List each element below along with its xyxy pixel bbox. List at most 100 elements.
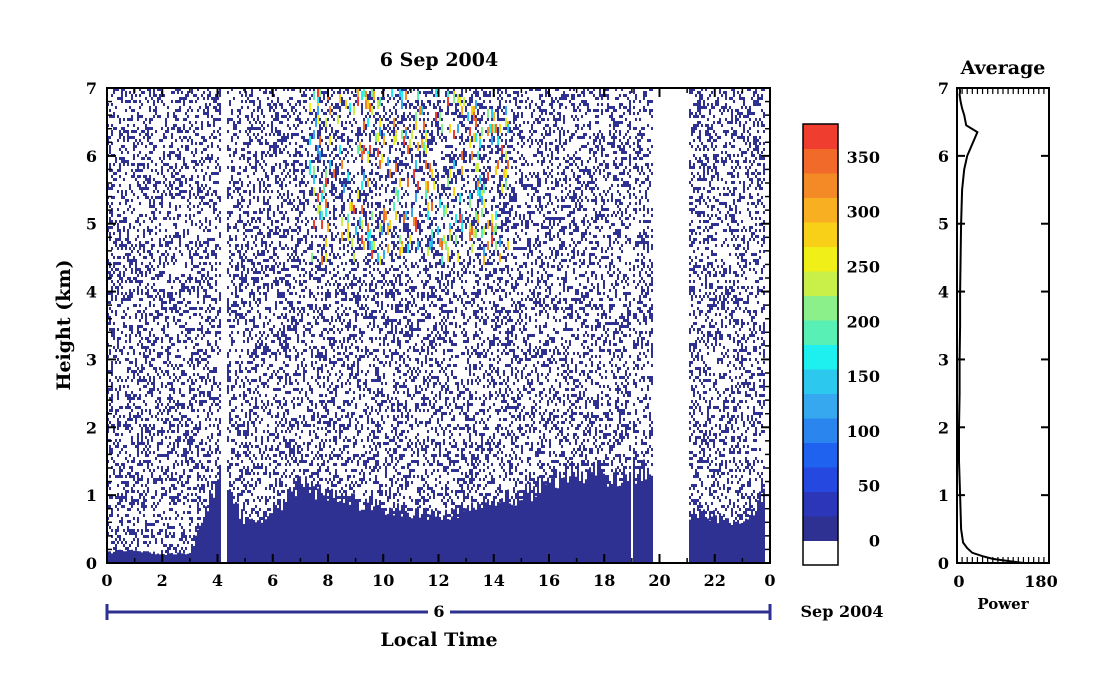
heatmap-high-echo-cell bbox=[399, 178, 401, 187]
profile-y-tick-label: 4 bbox=[938, 283, 949, 302]
heatmap-high-echo-cell bbox=[333, 169, 335, 178]
heatmap-high-echo-cell bbox=[365, 100, 367, 109]
heatmap-high-echo-cell bbox=[505, 169, 507, 178]
heatmap-high-echo-cell bbox=[319, 151, 321, 160]
x-tick-label: 2 bbox=[157, 571, 168, 590]
heatmap-high-echo-cell bbox=[425, 160, 427, 169]
colorbar-tick-label: 200 bbox=[847, 312, 880, 331]
heatmap-high-echo-cell bbox=[381, 154, 383, 163]
heatmap-high-echo-cell bbox=[447, 178, 449, 187]
colorbar-tick-label: 150 bbox=[847, 367, 880, 386]
heatmap-high-echo-cell bbox=[405, 91, 407, 100]
heatmap-high-echo-cell bbox=[475, 229, 477, 238]
heatmap-high-echo-cell bbox=[321, 193, 323, 202]
heatmap-high-echo-cell bbox=[357, 145, 359, 154]
heatmap-high-echo-cell bbox=[481, 190, 483, 199]
heatmap-high-echo-cell bbox=[367, 118, 369, 127]
heatmap-high-echo-cell bbox=[429, 241, 431, 250]
heatmap-high-echo-cell bbox=[393, 118, 395, 127]
heatmap-high-echo-cell bbox=[401, 100, 403, 109]
heatmap-high-echo-cell bbox=[319, 136, 321, 145]
heatmap-high-echo-cell bbox=[313, 220, 315, 229]
heatmap-high-echo-cell bbox=[491, 214, 493, 223]
heatmap-high-echo-cell bbox=[309, 103, 311, 112]
colorbar-swatch bbox=[803, 516, 838, 541]
heatmap-high-echo-cell bbox=[449, 124, 451, 133]
heatmap-high-echo-cell bbox=[399, 88, 401, 97]
heatmap-high-echo-cell bbox=[387, 157, 389, 166]
heatmap-high-echo-cell bbox=[487, 109, 489, 118]
x-tick-label: 14 bbox=[483, 571, 505, 590]
colorbar-swatch bbox=[803, 491, 838, 517]
profile-x-axis: 0 180 bbox=[953, 88, 1058, 591]
colorbar-ticks: 0 50 100 150 200 250 300 350 bbox=[847, 148, 880, 551]
heatmap-high-echo-cell bbox=[505, 181, 507, 190]
heatmap-high-echo-cell bbox=[367, 232, 369, 241]
x-tick-label: 12 bbox=[427, 571, 449, 590]
heatmap-high-echo-cell bbox=[415, 112, 417, 121]
heatmap-high-echo-cell bbox=[427, 211, 429, 220]
heatmap-high-echo-cell bbox=[459, 214, 461, 223]
heatmap-high-echo-cell bbox=[371, 88, 373, 97]
heatmap-high-echo-cell bbox=[481, 127, 483, 136]
heatmap-high-echo-cell bbox=[369, 145, 371, 154]
heatmap-high-echo-cell bbox=[313, 175, 315, 184]
heatmap-high-echo-cell bbox=[439, 238, 441, 247]
heatmap-high-echo-cell bbox=[411, 130, 413, 139]
heatmap-high-echo-cell bbox=[425, 190, 427, 199]
y-tick-label: 6 bbox=[86, 147, 97, 166]
heatmap-high-echo-cell bbox=[499, 124, 501, 133]
heatmap-high-echo-cell bbox=[309, 166, 311, 175]
heatmap-high-echo-cell bbox=[435, 88, 437, 97]
heatmap-high-echo-cell bbox=[321, 211, 323, 220]
heatmap-high-echo-cell bbox=[381, 226, 383, 235]
x-tick-label: 16 bbox=[538, 571, 560, 590]
colorbar-swatch bbox=[803, 295, 838, 321]
heatmap-high-echo-cell bbox=[365, 91, 367, 100]
heatmap-high-echo-cell bbox=[363, 88, 365, 97]
heatmap-high-echo-cell bbox=[345, 100, 347, 109]
heatmap-high-echo-cell bbox=[493, 124, 495, 133]
heatmap-high-echo-cell bbox=[483, 184, 485, 193]
heatmap-high-echo-cell bbox=[353, 106, 355, 115]
heatmap-high-echo-cell bbox=[387, 226, 389, 235]
heatmap-high-echo-cell bbox=[461, 151, 463, 160]
heatmap-high-echo-cell bbox=[443, 208, 445, 217]
heatmap-high-echo-cell bbox=[445, 241, 447, 250]
heatmap-high-echo-cell bbox=[481, 208, 483, 217]
x-tick-label: 10 bbox=[372, 571, 394, 590]
heatmap-high-echo-cell bbox=[439, 199, 441, 208]
profile-frame bbox=[956, 87, 1050, 564]
colorbar-swatch bbox=[803, 344, 838, 370]
heatmap-high-echo-cell bbox=[389, 169, 391, 178]
heatmap-high-echo-cell bbox=[469, 193, 471, 202]
heatmap-high-echo-cell bbox=[491, 124, 493, 133]
heatmap-high-echo-cell bbox=[477, 163, 479, 172]
heatmap-high-echo-cell bbox=[347, 214, 349, 223]
heatmap-high-echo-cell bbox=[407, 178, 409, 187]
heatmap-high-echo-cell bbox=[437, 226, 439, 235]
heatmap-high-echo-cell bbox=[457, 124, 459, 133]
heatmap-high-echo-cell bbox=[505, 118, 507, 127]
heatmap-high-echo-cell bbox=[415, 160, 417, 169]
heatmap-high-echo-cell bbox=[309, 160, 311, 169]
heatmap-high-echo-cell bbox=[441, 124, 443, 133]
heatmap-high-echo-cell bbox=[347, 232, 349, 241]
heatmap-high-echo-cell bbox=[319, 211, 321, 220]
profile-x-tick-label: 180 bbox=[1024, 572, 1057, 591]
heatmap-high-echo-cell bbox=[431, 169, 433, 178]
heatmap-high-echo-cell bbox=[393, 202, 395, 211]
heatmap-high-echo-cell bbox=[369, 241, 371, 250]
heatmap-high-echo-cell bbox=[461, 223, 463, 232]
heatmap-high-echo-cell bbox=[349, 202, 351, 211]
heatmap-high-echo-cell bbox=[431, 202, 433, 211]
heatmap-high-echo-cell bbox=[461, 106, 463, 115]
heatmap-high-echo-cell bbox=[483, 247, 485, 256]
heatmap-high-echo-cell bbox=[427, 202, 429, 211]
heatmap-high-echo-cell bbox=[377, 133, 379, 142]
heatmap-high-echo-cell bbox=[449, 223, 451, 232]
heatmap-high-echo-cell bbox=[469, 223, 471, 232]
profile-y-tick-label: 3 bbox=[938, 350, 949, 369]
heatmap-high-echo-cell bbox=[325, 169, 327, 178]
